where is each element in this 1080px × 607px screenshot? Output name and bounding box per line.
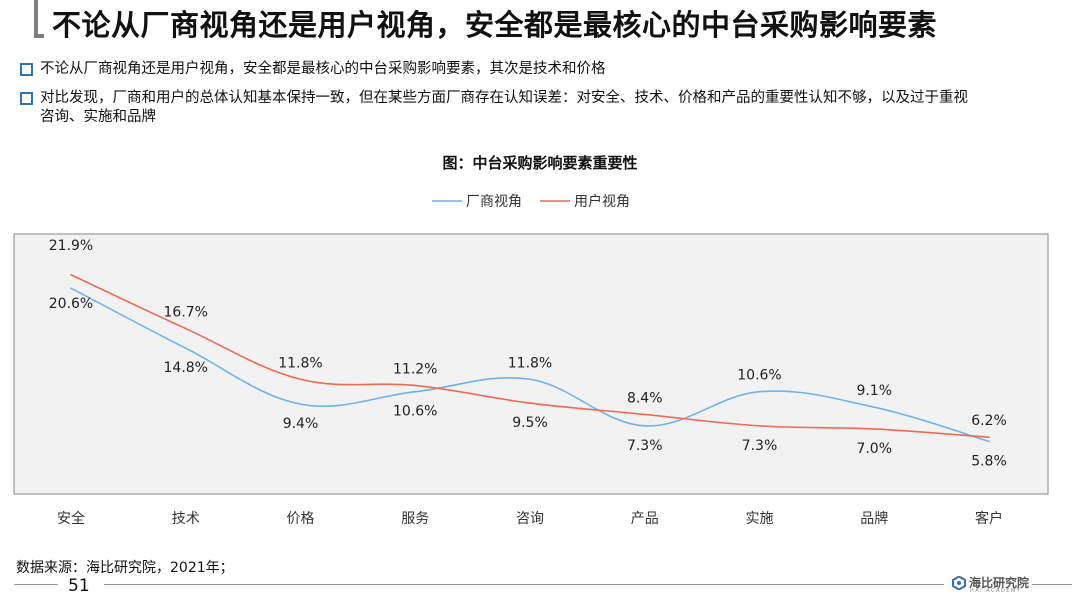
data-source: 数据来源：海比研究院，2021年； [16, 560, 234, 576]
user-point [299, 378, 302, 381]
page-number: 51 [68, 576, 90, 596]
vendor-data-label: 10.6% [737, 368, 781, 384]
user-data-label: 7.3% [742, 438, 778, 454]
vendor-point [414, 390, 417, 393]
user-point [184, 327, 187, 330]
vendor-data-label: 20.6% [49, 296, 93, 312]
x-tick-label: 品牌 [860, 510, 888, 527]
user-point [988, 436, 990, 439]
logo-text: 海比研究院 [969, 576, 1030, 590]
user-point [758, 425, 761, 427]
user-data-label: 9.5% [512, 415, 548, 431]
vendor-data-label: 9.1% [856, 383, 892, 399]
vendor-data-label: 10.6% [393, 404, 437, 420]
user-data-label: 11.2% [393, 361, 437, 377]
vendor-data-label: 14.8% [164, 360, 208, 376]
page-title: 不论从厂商视角还是用户视角，安全都是最核心的中台采购影响要素 [52, 8, 938, 42]
user-data-label: 7.0% [856, 441, 892, 457]
user-data-label: 11.8% [278, 355, 322, 371]
x-tick-label: 服务 [401, 511, 429, 527]
vendor-point [643, 425, 646, 427]
bullet-2-text-cont: 咨询、实施和品牌 [40, 109, 156, 125]
legend-label: 用户视角 [574, 193, 630, 210]
x-tick-label: 咨询 [516, 511, 544, 527]
footer-divider-end [1032, 584, 1072, 585]
vendor-point [873, 406, 876, 409]
vendor-point [70, 287, 72, 289]
vendor-data-label: 11.8% [508, 355, 552, 371]
vendor-data-label: 5.8% [971, 453, 1007, 469]
bullet-2-text: 对比发现，厂商和用户的总体认知基本保持一致，但在某些方面厂商存在认知误差：对安全… [40, 90, 968, 106]
user-data-label: 6.2% [971, 413, 1007, 429]
legend-label: 厂商视角 [466, 194, 522, 210]
x-tick-label: 产品 [631, 511, 659, 527]
vendor-data-label: 7.3% [627, 438, 663, 454]
x-tick-label: 价格 [287, 511, 315, 527]
vendor-point [529, 378, 531, 381]
logo-subtext: HAI ACADEMY [970, 588, 1022, 594]
user-point [414, 384, 417, 387]
x-tick-label: 客户 [975, 510, 1003, 527]
bullet-square-icon [20, 92, 33, 105]
vendor-point [184, 347, 187, 350]
user-point [643, 413, 646, 416]
user-point [70, 273, 72, 276]
title-bracket [34, 0, 44, 38]
bullet-square-icon [20, 63, 33, 76]
vendor-point [299, 403, 302, 405]
plot-area [13, 233, 1049, 495]
hexagon-logo-icon [952, 576, 966, 590]
user-point [873, 428, 876, 430]
chart-title: 图：中台采购影响要素重要性 [442, 154, 638, 172]
x-tick-label: 实施 [746, 511, 774, 527]
footer-divider-left [14, 584, 58, 585]
user-data-label: 16.7% [164, 305, 208, 321]
footer-divider-right [104, 584, 944, 585]
vendor-point [758, 390, 761, 393]
line-chart: 安全 技术 价格 服务 咨询 产品 实施 品牌 客户 20.6% 21.9% 14.8% 16.7% 9.… [13, 193, 1049, 527]
bullet-1-text: 不论从厂商视角还是用户视角，安全都是最核心的中台采购影响要素，其次是技术和价格 [40, 61, 606, 77]
user-data-label: 21.9% [49, 238, 93, 254]
user-point [529, 402, 531, 404]
bullet-1: 不论从厂商视角还是用户视角，安全都是最核心的中台采购影响要素，其次是技术和价格 [20, 60, 1078, 80]
x-tick-label: 技术 [172, 511, 200, 527]
x-tick-label: 安全 [57, 510, 85, 527]
bullet-2: 对比发现，厂商和用户的总体认知基本保持一致，但在某些方面厂商存在认知误差：对安全… [20, 89, 1078, 129]
vendor-data-label: 9.4% [283, 416, 319, 432]
vendor-point [988, 440, 990, 443]
user-data-label: 8.4% [627, 390, 663, 406]
